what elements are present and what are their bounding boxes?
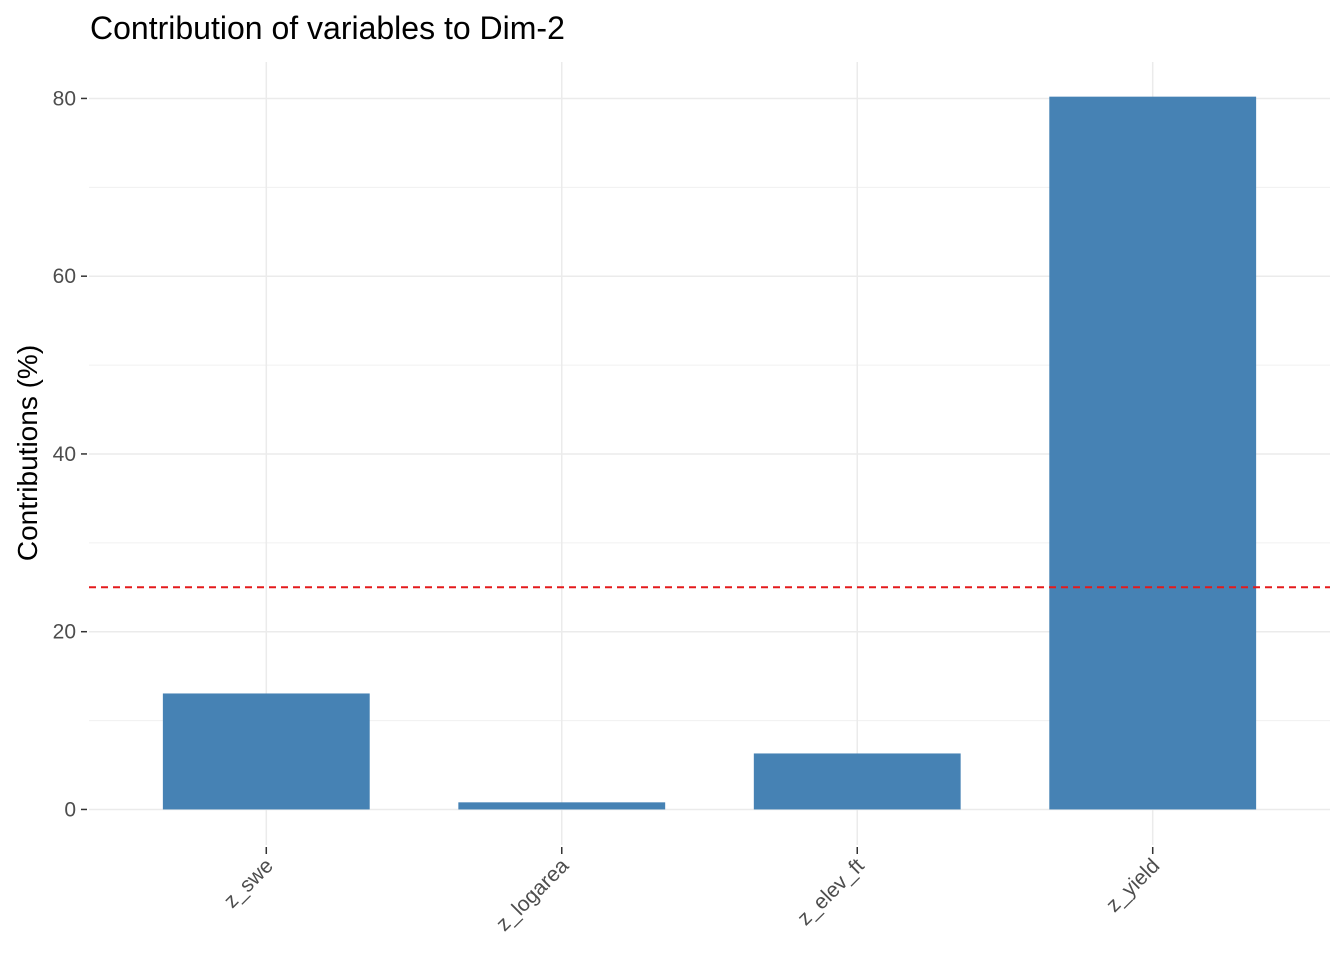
- bar-z_swe: [162, 693, 370, 810]
- y-tick-label: 20: [53, 621, 76, 644]
- bar-z_logarea: [458, 802, 666, 810]
- bar-z_yield: [1049, 96, 1257, 810]
- y-tick-label: 40: [53, 443, 76, 466]
- chart-title: Contribution of variables to Dim-2: [90, 10, 565, 46]
- x-tick-label: z_elev_ft: [793, 854, 869, 930]
- y-tick-label: 0: [64, 798, 76, 821]
- x-tick-label: z_yield: [1102, 854, 1164, 916]
- bar-z_elev_ft: [753, 753, 961, 810]
- y-tick-label: 80: [53, 87, 76, 110]
- x-tick-label: z_logarea: [492, 854, 574, 936]
- y-tick-label: 60: [53, 265, 76, 288]
- x-tick-label: z_swe: [219, 854, 277, 912]
